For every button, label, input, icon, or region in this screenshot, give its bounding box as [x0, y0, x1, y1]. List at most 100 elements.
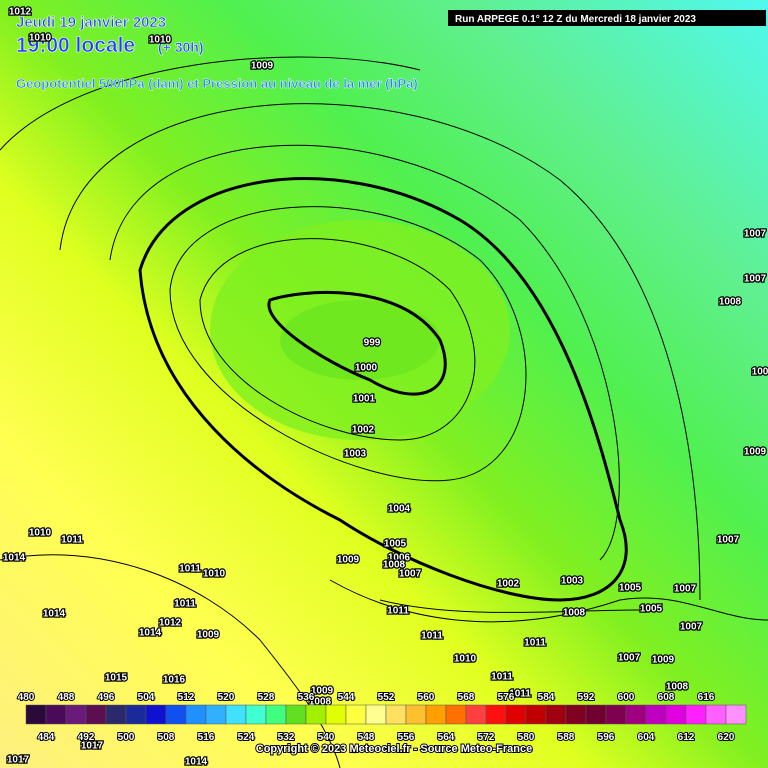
legend-label: 492: [78, 732, 95, 743]
copyright: Copyright © 2023 Meteociel.fr - Source M…: [256, 743, 532, 755]
legend-swatch: [85, 704, 107, 725]
isobar-label: 1009: [251, 61, 274, 72]
legend: 480 488 496 504 512 520 528 536 544 552 560 568 576 5…: [17, 691, 747, 744]
isobar-label: 1007: [744, 229, 767, 240]
isobar-label: 1015: [105, 673, 128, 684]
isobar-label: 1009: [744, 447, 767, 458]
legend-swatch: [485, 704, 507, 725]
isobar-label: 1008: [383, 560, 406, 571]
isobar-label: 1003: [344, 449, 367, 460]
legend-label: 540: [318, 732, 335, 743]
legend-label: 508: [158, 732, 175, 743]
isobar-label: 1010: [29, 33, 52, 44]
legend-swatch: [105, 704, 127, 725]
legend-label: 520: [218, 692, 235, 703]
legend-label: 480: [18, 692, 35, 703]
legend-label: 608: [658, 692, 675, 703]
legend-label: 620: [718, 732, 735, 743]
legend-label: 576: [498, 692, 515, 703]
isobar-label: 1012: [159, 618, 182, 629]
legend-swatch: [645, 704, 667, 725]
legend-label: 484: [38, 732, 55, 743]
isobar-label: 1010: [149, 35, 172, 46]
isobar-label: 1001: [353, 394, 376, 405]
legend-swatch: [425, 704, 447, 725]
isobar-label: 1007: [618, 653, 641, 664]
isobar-label: 1009: [311, 686, 334, 697]
isobar-label: 1011: [387, 606, 409, 617]
isobar-label: 1009: [197, 630, 220, 641]
legend-swatch: [305, 704, 327, 725]
legend-label: 516: [198, 732, 215, 743]
isobar-label: 1005: [384, 539, 407, 550]
time: 19:00 locale: [16, 34, 135, 57]
legend-swatch: [265, 704, 287, 725]
isobar-labels: 1012 1010 1010 1009 999 1000 1001 1002 1003 1004 1…: [2, 5, 768, 768]
isobar-label: 1014: [3, 553, 26, 564]
subtitle: Geopotentiel 500hPa (dam) et Pression au…: [16, 76, 418, 91]
legend-swatch: [25, 704, 47, 725]
legend-label: 560: [418, 692, 435, 703]
legend-swatch: [125, 704, 147, 725]
legend-label: 552: [378, 692, 395, 703]
low-core: [280, 300, 440, 380]
isobar-label: 1016: [163, 675, 186, 686]
legend-label: 536: [298, 692, 315, 703]
legend-swatch: [225, 704, 247, 725]
isobar-label: 1007: [680, 622, 703, 633]
offset: (+ 30h): [158, 39, 204, 55]
isobar-label: 1010: [29, 528, 52, 539]
isobar-label: 1011: [491, 672, 513, 683]
legend-swatch: [65, 704, 87, 725]
isobar-label: 1014: [185, 757, 208, 768]
legend-label: 512: [178, 692, 195, 703]
legend-label: 524: [238, 732, 255, 743]
legend-swatch: [585, 704, 607, 725]
legend-label: 532: [278, 732, 295, 743]
run-banner: [448, 10, 766, 26]
isobar-label: 1006: [388, 553, 411, 564]
isobar-label: 1012: [9, 7, 32, 18]
legend-swatch: [205, 704, 227, 725]
legend-swatch: [145, 704, 167, 725]
legend-swatch: [185, 704, 207, 725]
legend-label: 548: [358, 732, 375, 743]
legend-label: 580: [518, 732, 535, 743]
isobar-label: 1011: [174, 599, 196, 610]
isobar-label: 1008: [719, 297, 742, 308]
legend-label: 592: [578, 692, 595, 703]
isobar-label: 999: [364, 338, 381, 349]
isobar-label: 1008: [563, 608, 586, 619]
legend-swatch: [625, 704, 647, 725]
legend-swatch: [345, 704, 367, 725]
legend-label: 488: [58, 692, 75, 703]
legend-swatch: [325, 704, 347, 725]
isobar-label: 1007: [399, 569, 422, 580]
isobar-label: 1011: [61, 535, 83, 546]
legend-label: 584: [538, 692, 555, 703]
isobar-label: 1014: [43, 609, 66, 620]
legend-swatch: [165, 704, 187, 725]
legend-swatch: [505, 704, 527, 725]
legend-swatch: [405, 704, 427, 725]
isobar-label: 1017: [81, 741, 104, 752]
run-info: Run ARPEGE 0.1° 12 Z du Mercredi 18 janv…: [455, 14, 696, 25]
isobar-label: 1009: [652, 655, 675, 666]
legend-label: 588: [558, 732, 575, 743]
isobar-label: 1007: [717, 535, 740, 546]
legend-swatch: [685, 704, 707, 725]
isobar-label: 1011: [509, 689, 531, 700]
isobar-label: 1011: [524, 638, 546, 649]
legend-swatch: [445, 704, 467, 725]
isobar-label: 1005: [640, 604, 663, 615]
legend-label: 556: [398, 732, 415, 743]
isobar-label: 1007: [674, 584, 697, 595]
legend-swatch: [525, 704, 547, 725]
isobar-label: 1002: [497, 579, 520, 590]
legend-label: 572: [478, 732, 495, 743]
legend-label: 544: [338, 692, 355, 703]
isobar-label: 1014: [139, 628, 162, 639]
isobar-label: 1008: [666, 682, 689, 693]
